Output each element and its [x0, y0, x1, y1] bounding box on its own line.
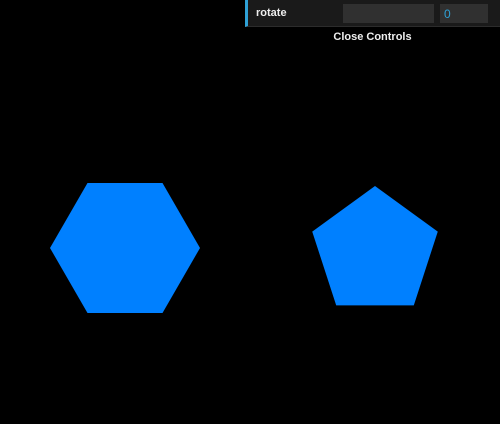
hexagon-shape: [50, 183, 200, 313]
rotate-control-row: rotate: [245, 0, 500, 27]
rotate-label: rotate: [256, 7, 287, 19]
rotate-number-input[interactable]: [440, 4, 488, 23]
rotate-slider[interactable]: [343, 4, 434, 23]
pentagon-shape: [312, 186, 438, 306]
controls-panel: rotate Close Controls: [245, 0, 500, 47]
close-controls-button[interactable]: Close Controls: [245, 27, 500, 47]
